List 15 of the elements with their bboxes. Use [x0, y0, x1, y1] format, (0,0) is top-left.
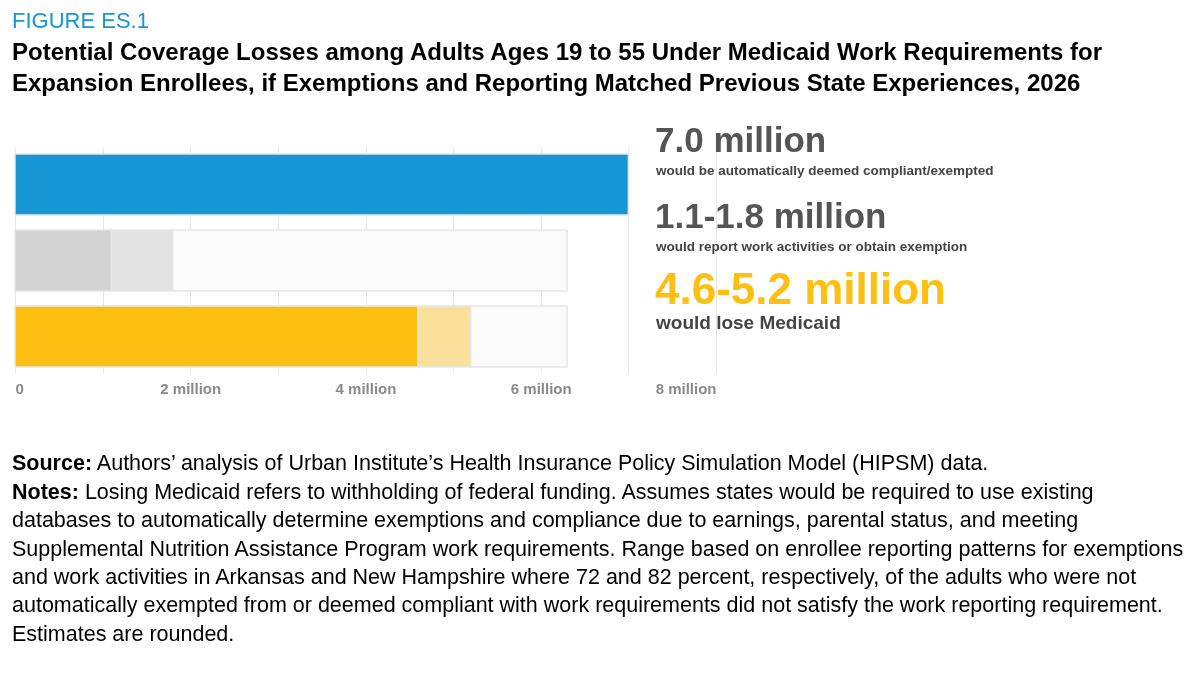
data-label: 4.6-5.2 million — [655, 264, 946, 314]
source-note: Source: Authors’ analysis of Urban Institute’s Health Insurance Policy Simulation Model (HIPSM) data. — [12, 450, 990, 478]
y-tick-label: would lose Medicaid — [655, 312, 841, 334]
x-tick-label: 0 — [15, 379, 24, 397]
x-tick-label: 2 million — [160, 379, 222, 397]
data-label: 1.1-1.8 million — [655, 196, 887, 236]
x-tick-label: 6 million — [510, 379, 572, 397]
data-label: 7.0 million — [655, 120, 827, 160]
y-tick-label: would report work activities or obtain exemption — [655, 239, 968, 255]
x-tick-label: 8 million — [655, 379, 717, 397]
x-tick-label: 4 million — [335, 379, 397, 397]
chart-title: Potential Coverage Losses among Adults Ages 19 to 55 Under Medicaid Work Requirements for Expansion Enrollees, if Exemptions and Reporting Matched Previous State Experiences, 2026 — [12, 37, 1104, 99]
text: Notes: Losing Medicaid refers to withholding of federal funding. Assumes states would be required to use existing databases to automatically determine exemptions and compliance due to earnings, parental status, and meeting Supplemental Nutrition Assistance Program work requirements. Range based on enrollee reporting patterns for exemptions and work activities in Arkansas and New Hampshire where 72 and 82 percent, respectively, of the adults who were not automatically exempted from or deemed compliant with work requirements did not satisfy the work reporting requirement. Estimates are rounded. — [12, 478, 1185, 648]
chart-subtitle: FIGURE ES.1 — [12, 8, 150, 34]
y-tick-label: would be automatically deemed compliant/exempted — [655, 163, 994, 179]
